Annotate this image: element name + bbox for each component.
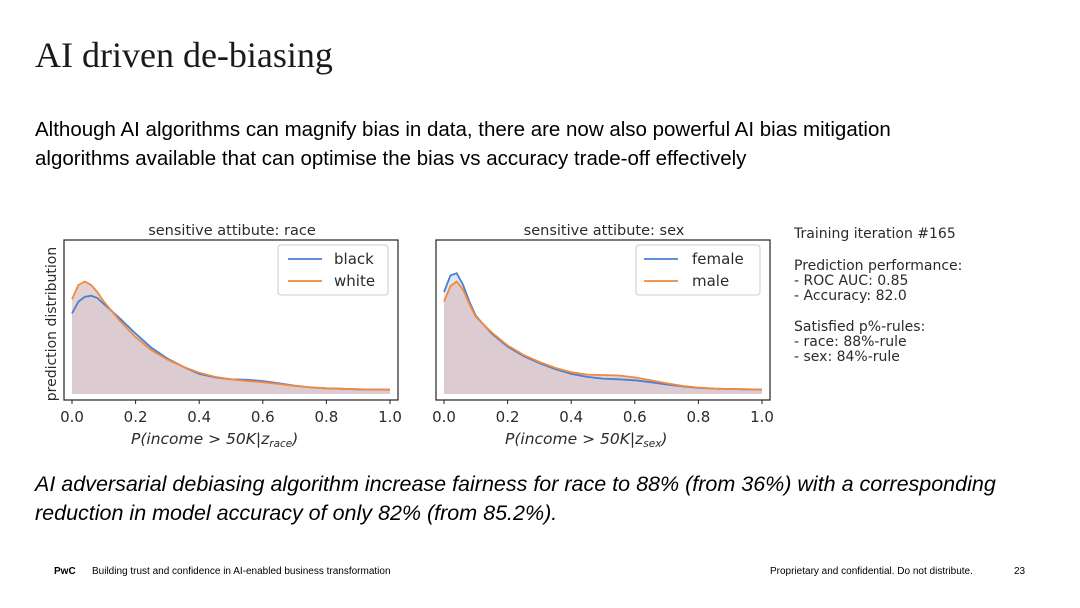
sex-chart-frame (435, 239, 771, 401)
density-area-white (72, 281, 390, 394)
x-tick-label: 0.4 (559, 408, 583, 426)
race-chart-title: sensitive attibute: race (148, 223, 316, 239)
race-x-axis-label: P(income > 50K|zrace) (131, 430, 298, 450)
density-area-male (444, 281, 762, 394)
race-chart: sensitive attibute: race 0.0 0.2 0.4 0.6 0.8… (60, 223, 402, 450)
x-tick-label: 0.2 (496, 408, 520, 426)
x-tick-label: 0.6 (251, 408, 275, 426)
x-tick-label: 0.8 (314, 408, 338, 426)
footer-brand: PwC (54, 566, 76, 577)
race-chart-legend: black white (277, 244, 389, 296)
x-tick-label: 0.0 (60, 408, 84, 426)
sex-rule-value: - sex: 84%-rule (794, 349, 900, 365)
x-tick-label: 0.8 (686, 408, 710, 426)
race-rule-value: - race: 88%-rule (794, 334, 907, 350)
sex-legend-box (635, 244, 761, 296)
race-legend-box (277, 244, 389, 296)
race-xlabel-base: P(income > 50K|z (131, 430, 270, 448)
sex-legend-male: male (692, 272, 729, 290)
density-line-male (443, 280, 763, 391)
sex-x-axis-label: P(income > 50K|zsex) (505, 430, 667, 450)
footer-tagline: Building trust and confidence in AI-enab… (92, 566, 391, 577)
conclusion-paragraph: AI adversarial debiasing algorithm incre… (35, 472, 996, 525)
x-tick-label: 0.2 (124, 408, 148, 426)
density-line-white (71, 280, 391, 391)
footer: PwC Building trust and confidence in AI-… (0, 566, 1080, 582)
sex-chart: sensitive attibute: sex 0.0 0.2 0.4 0.6 0.8 1… (432, 223, 774, 450)
accuracy-value: - Accuracy: 82.0 (794, 288, 907, 304)
y-axis-label: prediction distribution (44, 247, 60, 401)
x-tick-label: 1.0 (750, 408, 774, 426)
rules-heading: Satisfied p%-rules: (794, 319, 925, 335)
x-tick-label: 0.0 (432, 408, 456, 426)
sex-xlabel-base: P(income > 50K|z (505, 430, 644, 448)
training-iteration: Training iteration #165 (793, 226, 956, 242)
page-number: 23 (1014, 566, 1026, 577)
x-tick-label: 1.0 (378, 408, 402, 426)
density-charts: prediction distribution sensitive attibu… (44, 223, 962, 450)
race-chart-frame (63, 239, 399, 401)
sex-chart-title: sensitive attibute: sex (524, 223, 685, 239)
sex-xlabel-close: ) (660, 430, 667, 448)
slide-title: AI driven de-biasing (35, 35, 333, 75)
footer-confidential: Proprietary and confidential. Do not dis… (770, 566, 973, 577)
race-xlabel-close: ) (291, 430, 298, 448)
x-tick-label: 0.6 (623, 408, 647, 426)
sex-xlabel-sub: sex (643, 438, 662, 450)
race-legend-black: black (334, 250, 374, 268)
x-tick-label: 0.4 (187, 408, 211, 426)
sex-legend-female: female (692, 250, 744, 268)
race-xlabel-sub: race (269, 438, 292, 450)
charts-area: prediction distribution sensitive attibu… (38, 216, 1038, 454)
roc-auc-value: - ROC AUC: 0.85 (794, 273, 908, 289)
race-legend-white: white (334, 272, 375, 290)
performance-heading: Prediction performance: (794, 258, 962, 274)
intro-paragraph: Although AI algorithms can magnify bias … (35, 118, 891, 170)
training-panel: Training iteration #165 Prediction perfo… (793, 226, 962, 365)
sex-chart-legend: female male (635, 244, 761, 296)
